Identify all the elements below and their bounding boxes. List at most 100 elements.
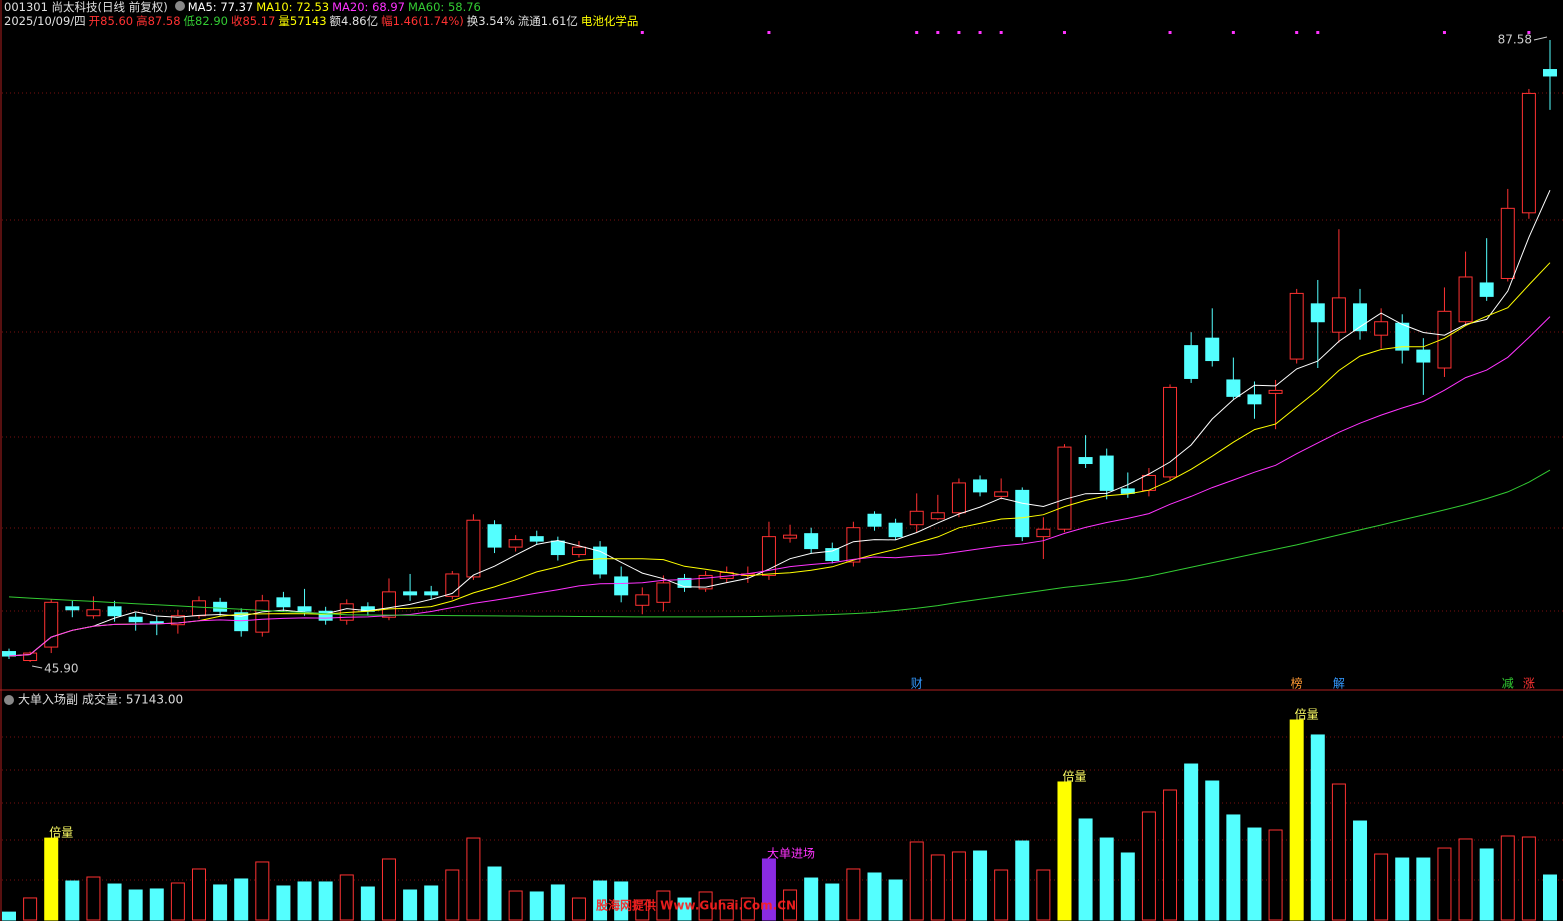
- volume-bar: [888, 879, 903, 921]
- candle-body: [529, 536, 544, 542]
- volume-bar: [1289, 719, 1304, 921]
- volume-bar: [740, 897, 755, 921]
- candle-body: [1374, 321, 1389, 336]
- candle-body: [234, 612, 249, 632]
- volume-bar: [783, 889, 798, 921]
- ma-line: [8, 189, 1551, 657]
- quote-field: 量57143: [278, 14, 327, 28]
- candle-body: [1226, 379, 1241, 397]
- volume-bar: [360, 886, 375, 921]
- low-price-label: 45.90: [44, 662, 78, 676]
- menu-icon[interactable]: [175, 1, 185, 11]
- candle-body: [761, 536, 776, 576]
- candle-body: [994, 491, 1009, 497]
- candle-body: [86, 609, 101, 617]
- volume-bar: [550, 884, 565, 921]
- volume-bar: [677, 897, 692, 921]
- volume-bar: [466, 837, 481, 921]
- volume-bar: [614, 881, 629, 921]
- volume-bar: [170, 882, 185, 921]
- volume-bar: [1374, 853, 1389, 921]
- candle-body: [1163, 386, 1178, 478]
- candle-body: [1437, 310, 1452, 369]
- volume-bar: [656, 890, 671, 921]
- volume-bar: [719, 899, 734, 921]
- candle-body: [973, 479, 988, 493]
- watermark: 股海网提供 Www.Guhai.Com.CN: [596, 898, 796, 913]
- signal-dot: [1295, 31, 1299, 34]
- menu-icon[interactable]: [4, 695, 14, 705]
- event-marker: 涨: [1523, 676, 1535, 691]
- volume-bar: [867, 872, 882, 921]
- volume-bar: [213, 884, 228, 921]
- volume-bar: [1078, 818, 1093, 921]
- volume-bar: [1120, 852, 1135, 921]
- quote-field: 幅1.46(1.74%): [381, 14, 464, 28]
- candle-body: [276, 597, 291, 608]
- candle-body: [1543, 69, 1557, 77]
- volume-bar: [529, 891, 544, 921]
- volume-annotation: 倍量: [1062, 768, 1086, 783]
- volume-bar: [276, 885, 291, 921]
- volume-bar: [571, 897, 586, 921]
- volume-bar: [424, 885, 439, 921]
- ma-legend: MA5: 77.37: [187, 0, 254, 14]
- volume-bar: [487, 866, 502, 921]
- quote-field: 流通1.61亿: [517, 14, 578, 28]
- candle-body: [635, 594, 650, 606]
- candle-body: [487, 524, 502, 548]
- volume-bar: [107, 883, 122, 921]
- volume-bar: [698, 891, 713, 921]
- candle-body: [508, 539, 523, 548]
- quote-field: 开85.60: [88, 14, 134, 28]
- volume-annotation: 倍量: [1295, 707, 1319, 722]
- candle-body: [107, 606, 122, 617]
- info-line: 2025/10/09/四 开85.60 高87.58 低82.90 收85.17 量571…: [4, 14, 641, 28]
- candle-body: [191, 600, 206, 617]
- event-marker: 解: [1333, 677, 1345, 691]
- ma-legend: MA10: 72.53: [256, 0, 330, 14]
- candle-body: [255, 600, 270, 633]
- signal-dot: [1316, 31, 1320, 34]
- candle-body: [128, 616, 143, 623]
- stock-title: 001301 尚太科技(日线 前复权): [4, 0, 168, 14]
- candle-body: [23, 652, 38, 662]
- ma-legend: MA20: 68.97: [332, 0, 405, 14]
- signal-dot: [978, 31, 982, 34]
- candle-body: [1395, 322, 1410, 351]
- candle-body: [170, 615, 185, 626]
- sub-title: 大单入场副: [18, 693, 78, 707]
- volume-bar: [930, 854, 945, 921]
- arrow: [1533, 36, 1548, 41]
- candle-body: [614, 576, 629, 596]
- volume-bar: [1521, 836, 1536, 921]
- candle-body: [1289, 292, 1304, 360]
- candle-body: [1015, 489, 1030, 538]
- signal-dot: [1527, 31, 1531, 34]
- candle-body: [951, 482, 966, 514]
- candle-body: [1268, 389, 1283, 394]
- volume-bar: [994, 869, 1009, 921]
- volume-bar: [1331, 783, 1346, 921]
- quote-field: 电池化学品: [580, 14, 639, 28]
- quote-field: 换3.54%: [466, 14, 515, 28]
- volume-bar: [1163, 789, 1178, 921]
- volume-bar: [403, 889, 418, 921]
- candle-body: [1331, 297, 1346, 333]
- ma-legend: MA60: 58.76: [408, 0, 481, 14]
- event-marker: 财: [911, 677, 923, 691]
- event-marker: 减: [1502, 677, 1514, 691]
- candle-body: [1247, 394, 1262, 405]
- signal-dot: [957, 31, 961, 34]
- candle-body: [804, 533, 819, 550]
- quote-field: 收85.17: [230, 14, 276, 28]
- volume-bar: [1036, 869, 1051, 921]
- quote-field: 额4.86亿: [329, 14, 379, 28]
- candle-body: [2, 651, 16, 657]
- candle-body: [1310, 303, 1325, 323]
- candle-body: [909, 510, 924, 526]
- candle-body: [656, 582, 671, 603]
- candle-body: [1479, 282, 1494, 297]
- candle-body: [466, 519, 481, 578]
